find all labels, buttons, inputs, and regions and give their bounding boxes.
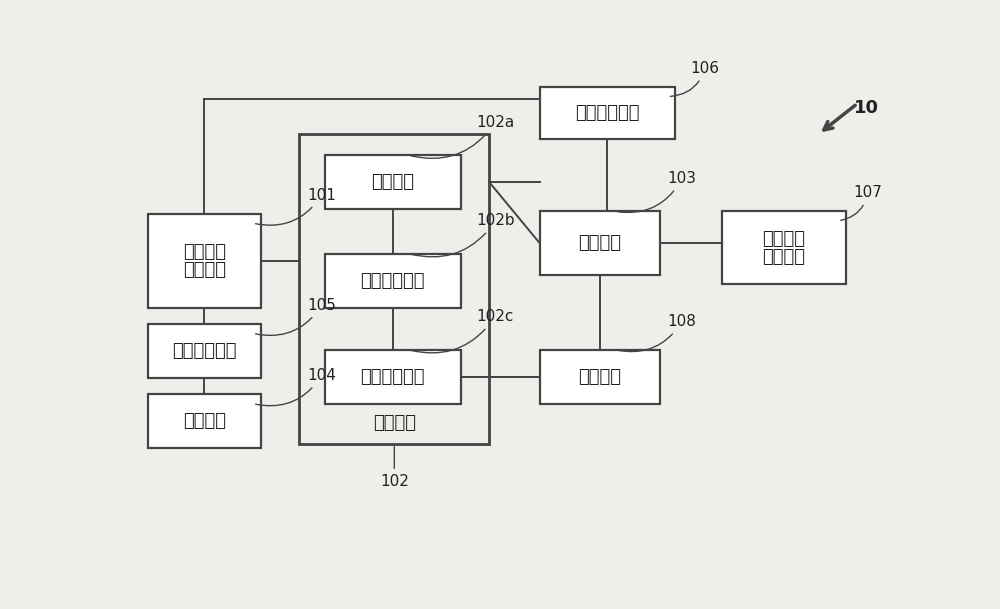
Text: 103: 103	[618, 171, 696, 213]
Text: 显示单元: 显示单元	[578, 234, 621, 252]
Text: 108: 108	[618, 314, 696, 351]
Bar	[540, 87, 675, 139]
Text: 105: 105	[256, 298, 336, 336]
Bar	[148, 214, 261, 308]
Text: 第二触发单元: 第二触发单元	[575, 104, 640, 122]
Bar	[722, 211, 846, 284]
Text: 接收单元: 接收单元	[183, 261, 226, 278]
Text: 提取单元: 提取单元	[371, 173, 414, 191]
Bar	[540, 211, 660, 275]
Text: 102b: 102b	[411, 213, 515, 257]
Text: 存储单元: 存储单元	[578, 368, 621, 385]
Bar	[299, 134, 489, 443]
Text: 10: 10	[854, 99, 879, 118]
Text: 102c: 102c	[411, 309, 513, 353]
Bar	[325, 155, 461, 209]
Text: 检测单元: 检测单元	[183, 412, 226, 431]
Text: 查询请求: 查询请求	[183, 243, 226, 261]
Bar	[325, 350, 461, 404]
Bar	[148, 394, 261, 448]
Text: 104: 104	[256, 368, 336, 406]
Text: 102: 102	[380, 446, 409, 489]
Text: 101: 101	[256, 188, 336, 225]
Bar	[148, 324, 261, 378]
Text: 控制单元: 控制单元	[762, 248, 805, 266]
Text: 响应接收单元: 响应接收单元	[361, 368, 425, 385]
Text: 107: 107	[841, 185, 882, 220]
Text: 102a: 102a	[411, 115, 514, 158]
Text: 获取单元: 获取单元	[373, 414, 416, 432]
Text: 第一触发单元: 第一触发单元	[172, 342, 237, 360]
Bar	[325, 253, 461, 308]
Text: 106: 106	[670, 61, 720, 96]
Bar	[540, 350, 660, 404]
Text: 上报频率: 上报频率	[762, 230, 805, 248]
Text: 获取请求单元: 获取请求单元	[361, 272, 425, 290]
